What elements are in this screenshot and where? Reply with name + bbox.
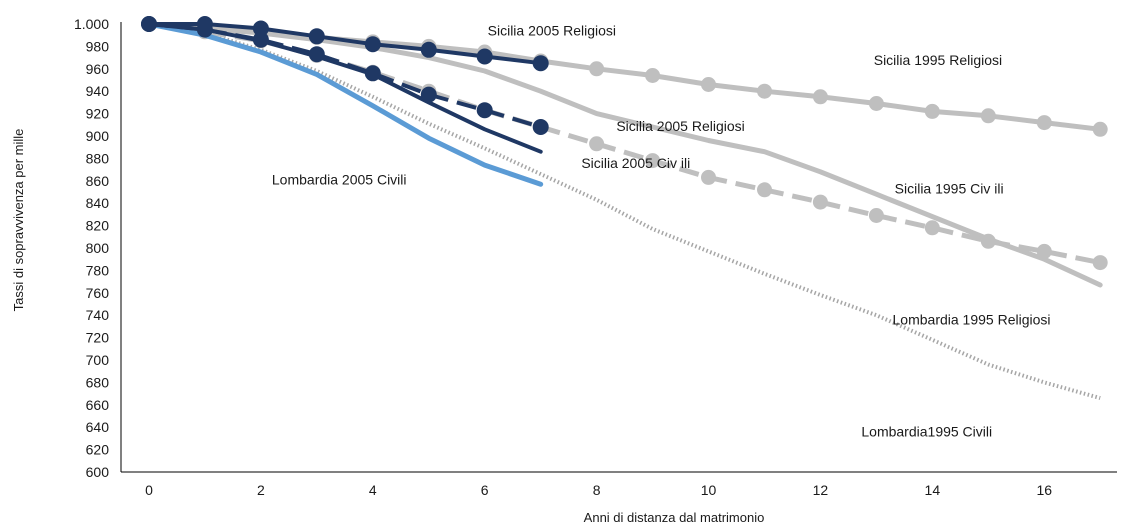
y-tick-label: 840 <box>86 195 110 211</box>
series-point <box>868 208 884 223</box>
series-line <box>146 21 1103 288</box>
y-tick-label: 860 <box>86 173 110 189</box>
y-tick-labels: 600 620 640 660 680 700 720 740 760 780 800 820 840 8… <box>74 16 109 480</box>
series-annotation: Sicilia 2005 Religiosi <box>616 118 744 134</box>
series-point <box>701 169 716 185</box>
series-point <box>420 41 437 58</box>
series-layer <box>141 16 1108 401</box>
x-tick-label: 16 <box>1036 482 1052 498</box>
series-point <box>252 20 269 37</box>
y-tick-label: 720 <box>86 330 110 346</box>
y-tick-label: 880 <box>86 150 110 166</box>
y-tick-label: 600 <box>86 464 110 480</box>
y-tick-label: 900 <box>86 128 110 144</box>
series-point <box>1092 255 1108 271</box>
x-tick-label: 8 <box>593 482 601 498</box>
x-tick-labels: 0 2 4 6 8 10 12 14 16 <box>145 482 1052 498</box>
series-annotation: Lombardia 2005 Civili <box>272 172 407 188</box>
series-line <box>146 21 1103 132</box>
x-tick-label: 0 <box>145 482 153 498</box>
y-tick-label: 940 <box>86 83 110 99</box>
y-tick-label: 960 <box>86 61 110 77</box>
x-tick-label: 6 <box>481 482 489 498</box>
series-point <box>1036 243 1052 259</box>
series-point <box>645 68 661 83</box>
y-axis-title: Tassi di sopravvivenza per mille <box>11 129 26 312</box>
series-line <box>146 21 544 187</box>
series-point <box>701 77 716 92</box>
y-tick-label: 740 <box>86 307 110 323</box>
series-point <box>924 220 940 236</box>
series-annotation: Sicilia 2005 Civ ili <box>581 155 690 171</box>
y-tick-label: 620 <box>86 442 110 458</box>
series-point <box>980 108 996 124</box>
series-point <box>308 46 325 63</box>
series-point <box>364 65 381 82</box>
y-tick-label: 660 <box>86 397 110 413</box>
series-point <box>1036 115 1052 131</box>
series-7 <box>146 21 544 187</box>
series-point <box>532 119 549 135</box>
series-annotation: Sicilia 2005 Religiosi <box>488 23 616 39</box>
y-tick-label: 640 <box>86 419 110 435</box>
series-point <box>980 233 996 249</box>
series-1 <box>146 21 1103 288</box>
axes-layer <box>120 22 1117 473</box>
x-axis-title: Anni di distanza dal matrimonio <box>584 510 765 525</box>
x-tick-label: 14 <box>925 482 941 498</box>
series-point <box>757 182 772 198</box>
series-4 <box>141 16 549 72</box>
series-point <box>196 16 213 32</box>
series-line <box>148 22 1101 401</box>
series-point <box>308 28 325 45</box>
series-point <box>420 86 437 103</box>
series-point <box>476 102 493 119</box>
series-point <box>364 36 381 53</box>
series-point <box>868 96 884 111</box>
series-point <box>924 103 940 119</box>
series-annotation: Lombardia1995 Civili <box>861 424 992 440</box>
y-tick-label: 700 <box>86 352 110 368</box>
series-3 <box>148 22 1101 401</box>
series-annotation: Lombardia 1995 Religiosi <box>893 312 1051 328</box>
y-tick-label: 780 <box>86 262 110 278</box>
series-point <box>757 83 772 99</box>
series-point <box>1092 121 1108 137</box>
series-point <box>812 194 828 210</box>
series-point <box>532 55 549 72</box>
x-tick-label: 2 <box>257 482 265 498</box>
series-point <box>476 48 493 65</box>
series-point <box>141 16 157 32</box>
y-tick-label: 980 <box>86 38 110 54</box>
series-point <box>645 153 661 169</box>
series-annotation: Sicilia 1995 Religiosi <box>874 52 1002 68</box>
annotation-labels: Sicilia 2005 Religiosi Sicilia 1995 Relig… <box>272 23 1051 440</box>
y-tick-label: 1.000 <box>74 16 109 32</box>
y-tick-label: 800 <box>86 240 110 256</box>
y-tick-label: 920 <box>86 106 110 122</box>
y-tick-label: 680 <box>86 374 110 390</box>
series-point <box>589 61 605 77</box>
y-tick-label: 820 <box>86 218 110 234</box>
series-annotation: Sicilia 1995 Civ ili <box>895 181 1004 197</box>
series-line <box>148 22 542 129</box>
x-tick-label: 4 <box>369 482 377 498</box>
x-tick-label: 10 <box>701 482 717 498</box>
series-line <box>147 22 543 66</box>
y-tick-label: 760 <box>86 285 110 301</box>
series-point <box>812 89 828 105</box>
series-point <box>589 136 605 152</box>
x-tick-label: 12 <box>813 482 829 498</box>
series-point <box>252 31 269 48</box>
